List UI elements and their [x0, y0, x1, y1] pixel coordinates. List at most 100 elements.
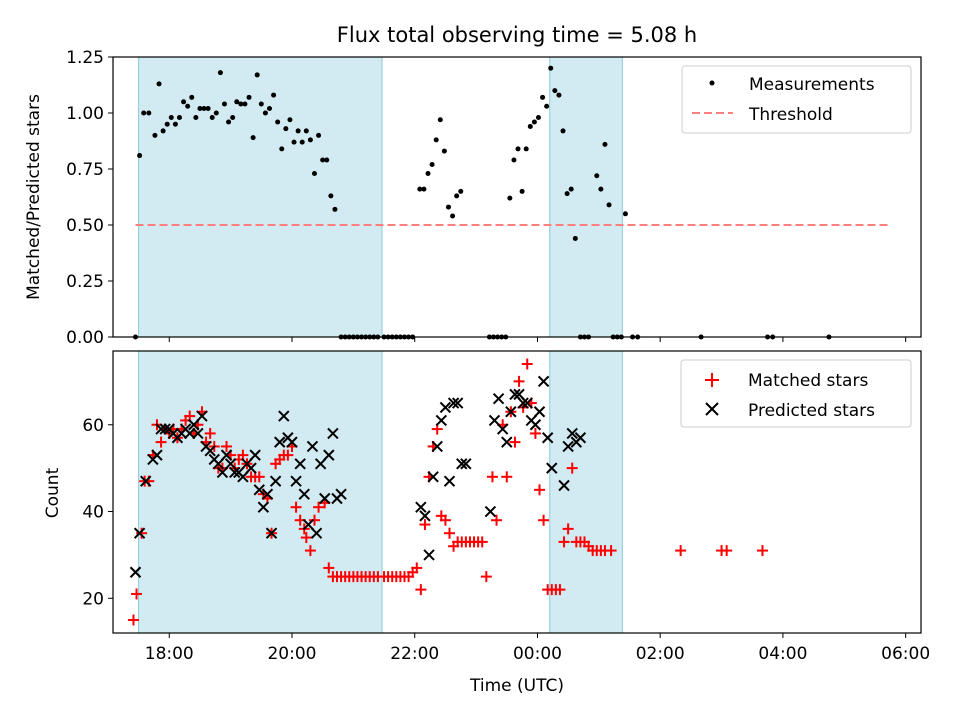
matched-star-point [300, 532, 312, 544]
measurement-point [425, 170, 431, 176]
x-tick-label: 20:00 [267, 644, 316, 664]
measurement-point [226, 119, 232, 125]
predicted-star-point [537, 375, 550, 388]
measurement-point [193, 114, 199, 120]
measurement-point [242, 101, 248, 107]
predicted-star-point [447, 397, 460, 409]
top-observing-window-0 [138, 56, 383, 338]
measurement-point [234, 99, 240, 105]
predicted-star-point [558, 479, 570, 492]
top-y-tick-label: 0.25 [66, 272, 104, 292]
measurement-point [523, 146, 529, 152]
matched-star-point [131, 588, 143, 600]
predicted-star-point [220, 449, 233, 461]
measurement-point [266, 106, 272, 112]
measurement-point [141, 110, 147, 116]
predicted-star-point [435, 414, 448, 427]
matched-star-point [411, 562, 423, 574]
measurement-point [429, 162, 435, 168]
predicted-star-point [294, 458, 306, 470]
bot-y-tick-label: 60 [82, 416, 104, 436]
measurement-point [258, 101, 264, 107]
predicted-star-point [216, 466, 229, 479]
predicted-star-point [229, 466, 241, 479]
predicted-star-point [431, 440, 443, 453]
measurement-point [441, 148, 447, 154]
predicted-star-point [140, 475, 152, 487]
measurement-point [433, 137, 439, 143]
measurement-point [437, 117, 443, 123]
matched-star-point [554, 584, 566, 596]
measurement-point [271, 92, 277, 98]
legend-measurements-label: Measurements [749, 75, 875, 95]
measurement-point [295, 128, 301, 134]
measurement-point [303, 128, 309, 134]
matched-star-point [480, 571, 492, 583]
predicted-star-point [327, 427, 339, 440]
predicted-star-point [541, 432, 554, 444]
top-y-tick-label: 0.00 [66, 328, 104, 348]
measurement-point [185, 103, 191, 109]
predicted-star-point [159, 423, 171, 435]
predicted-star-point [196, 410, 208, 422]
predicted-star-point [562, 440, 574, 453]
measurement-point [189, 94, 195, 100]
measurement-point [598, 186, 604, 192]
predicted-star-point [257, 501, 270, 513]
bottom-plot-frame [112, 350, 922, 634]
top-panel: 0.00 0.25 0.50 0.75 1.00 1.25 Matched/Predict… [24, 48, 922, 348]
top-y-tick-label: 0.50 [66, 216, 104, 236]
measurement-point [172, 121, 178, 127]
measurement-point [507, 195, 513, 201]
predicted-star-point [496, 423, 509, 435]
predicted-star-point [574, 432, 587, 444]
measurement-point [311, 170, 317, 176]
predicted-star-point [456, 458, 468, 470]
bottom-legend: Matched stars Predicted stars [680, 359, 912, 428]
predicted-star-point [224, 458, 237, 470]
matched-star-point [304, 545, 316, 557]
matched-star-point [323, 562, 335, 574]
predicted-star-point [488, 414, 501, 427]
predicted-star-point [188, 419, 200, 431]
measurement-point [535, 114, 541, 120]
measurement-point [544, 103, 550, 109]
measurement-point [197, 106, 203, 112]
predicted-star-point [319, 492, 331, 505]
predicted-star-point [274, 436, 286, 448]
measurement-point [556, 92, 562, 98]
predicted-star-point [245, 462, 257, 474]
predicted-star-point [509, 388, 521, 401]
measurement-point [299, 139, 305, 145]
measurement-point [324, 157, 330, 163]
measurement-point [213, 110, 219, 116]
measurement-point [137, 153, 143, 159]
x-tick-label: 02:00 [636, 644, 685, 664]
predicted-star-point [306, 440, 319, 453]
measurement-point [168, 114, 174, 120]
x-tick-label: 18:00 [145, 644, 194, 664]
predicted-star-point [501, 436, 513, 448]
measurement-point [262, 110, 268, 116]
measurement-point [548, 65, 554, 71]
measurement-point [146, 110, 152, 116]
matched-star-point [290, 501, 302, 513]
predicted-star-point [290, 475, 302, 487]
top-y-tick-label: 0.75 [66, 160, 104, 180]
predicted-star-point [439, 401, 452, 414]
predicted-star-point [204, 445, 216, 457]
measurement-point [176, 114, 182, 120]
bottom-y-axis-label: Count [43, 467, 63, 518]
matched-star-point [529, 427, 541, 439]
matched-star-point [127, 614, 139, 626]
bot-observing-window-1 [549, 350, 623, 634]
predicted-star-point [155, 423, 167, 435]
matched-star-point [756, 545, 768, 557]
predicted-star-point [302, 518, 315, 531]
measurement-point [307, 137, 313, 143]
matched-star-point [253, 471, 265, 483]
measurement-point [209, 114, 215, 120]
measurement-point [527, 123, 533, 129]
matched-star-point [415, 584, 427, 596]
